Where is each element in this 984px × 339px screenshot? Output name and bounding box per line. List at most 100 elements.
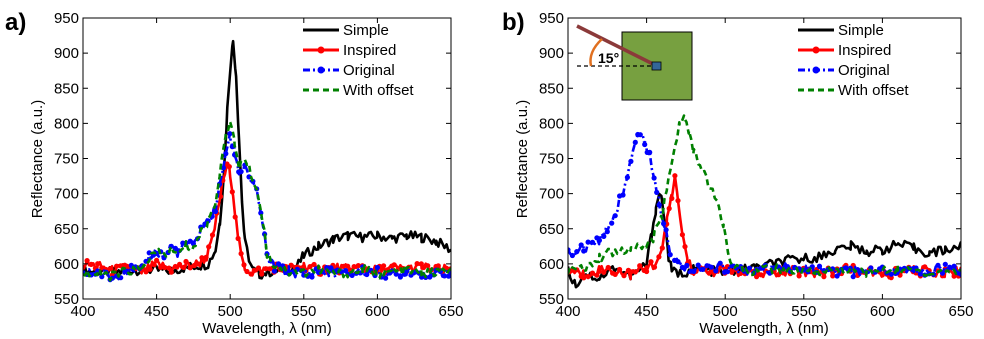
series-point-original bbox=[642, 141, 648, 148]
series-point-inspired bbox=[114, 263, 120, 269]
legend-marker bbox=[812, 66, 820, 74]
series-point-inspired bbox=[628, 269, 634, 275]
series-point-original bbox=[663, 227, 669, 233]
series-point-original bbox=[656, 202, 662, 208]
series-point-original bbox=[212, 208, 219, 215]
series-point-inspired bbox=[241, 262, 247, 268]
series-point-inspired bbox=[425, 263, 431, 269]
series-point-inspired bbox=[729, 269, 735, 275]
series-point-inspired bbox=[206, 244, 212, 250]
series-point-original bbox=[612, 213, 618, 219]
series-point-inspired bbox=[251, 267, 257, 273]
series-point-inspired bbox=[612, 271, 618, 277]
series-point-original bbox=[850, 274, 856, 280]
series-point-inspired bbox=[162, 264, 168, 271]
y-tick-label: 800 bbox=[539, 115, 564, 132]
series-point-original bbox=[632, 139, 638, 145]
panel-a-plot-area: 550 600 650 700 750 800 850 900 950 400 450 500 550 6… bbox=[54, 10, 464, 320]
x-tick-label: 450 bbox=[144, 303, 169, 320]
series-point-inspired bbox=[351, 264, 357, 270]
series-point-original bbox=[271, 268, 277, 274]
series-point-inspired bbox=[754, 274, 760, 280]
series-point-original bbox=[589, 239, 596, 245]
series-line-with-offset bbox=[568, 114, 961, 278]
legend-entry: Simple bbox=[838, 22, 884, 39]
series-point-inspired bbox=[177, 261, 183, 267]
series-point-inspired bbox=[88, 261, 94, 267]
series-point-inspired bbox=[244, 268, 250, 275]
series-point-inspired bbox=[203, 254, 209, 260]
series-point-inspired bbox=[143, 269, 149, 275]
panel-a-label: a) bbox=[5, 9, 26, 36]
series-line-original bbox=[568, 132, 961, 278]
legend-entry: Simple bbox=[343, 22, 389, 39]
series-point-inspired bbox=[585, 273, 591, 280]
series-point-original bbox=[717, 260, 723, 266]
y-tick-label: 750 bbox=[539, 151, 564, 168]
series-point-inspired bbox=[435, 263, 441, 269]
series-point-inspired bbox=[195, 261, 201, 267]
series-group bbox=[83, 39, 451, 283]
series-point-original bbox=[917, 271, 924, 277]
series-point-original bbox=[624, 174, 631, 180]
legend-entry: With offset bbox=[838, 82, 909, 99]
series-point-inspired bbox=[238, 251, 244, 257]
legend-entry: Inspired bbox=[343, 42, 396, 59]
series-point-original bbox=[220, 165, 226, 171]
legend-marker bbox=[317, 66, 325, 74]
legend-entry: With offset bbox=[343, 82, 414, 99]
series-point-inspired bbox=[381, 263, 387, 269]
series-point-original bbox=[654, 189, 660, 195]
series-point-original bbox=[695, 262, 701, 268]
panel-a-xlabel: Wavelength, λ (nm) bbox=[202, 320, 332, 337]
y-tick-label: 550 bbox=[539, 291, 564, 308]
series-point-original bbox=[404, 268, 410, 274]
x-tick-label: 400 bbox=[555, 303, 580, 320]
series-point-original bbox=[383, 275, 389, 281]
panel-b-inset-diagram: 15° bbox=[576, 24, 693, 101]
series-point-inspired bbox=[340, 263, 347, 269]
series-point-original bbox=[585, 239, 591, 245]
series-point-inspired bbox=[311, 261, 317, 268]
panel-b-label: b) bbox=[502, 9, 525, 36]
series-point-original bbox=[661, 221, 667, 227]
series-point-original bbox=[393, 271, 399, 277]
series-point-inspired bbox=[922, 264, 928, 270]
series-point-inspired bbox=[355, 263, 361, 269]
legend: Simple Inspired Original With offset bbox=[303, 22, 414, 99]
series-point-original bbox=[568, 247, 571, 253]
series-point-original bbox=[596, 237, 603, 243]
y-tick-label: 800 bbox=[54, 115, 79, 132]
series-point-original bbox=[238, 169, 244, 175]
series-line-simple bbox=[83, 39, 451, 280]
y-tick-label: 850 bbox=[54, 80, 79, 97]
series-point-original bbox=[647, 149, 653, 155]
inset-angle-arc bbox=[589, 38, 603, 67]
series-point-inspired bbox=[199, 255, 205, 261]
series-point-original bbox=[349, 272, 355, 278]
series-point-inspired bbox=[183, 258, 189, 265]
series-point-inspired bbox=[181, 264, 187, 270]
y-tick-label: 650 bbox=[539, 221, 564, 238]
series-point-original bbox=[675, 259, 681, 265]
series-point-original bbox=[578, 242, 584, 248]
y-tick-label: 700 bbox=[539, 186, 564, 203]
series-point-original bbox=[374, 264, 380, 271]
series-point-inspired bbox=[307, 264, 313, 270]
series-point-original bbox=[951, 263, 957, 269]
series-point-inspired bbox=[758, 272, 764, 278]
series-point-inspired bbox=[95, 261, 101, 267]
series-point-original bbox=[441, 273, 448, 279]
series-point-inspired bbox=[632, 269, 638, 275]
inset-angle-label: 15° bbox=[598, 50, 619, 66]
series-group bbox=[568, 114, 961, 289]
series-point-inspired bbox=[780, 270, 786, 276]
series-point-inspired bbox=[421, 264, 427, 271]
series-point-original bbox=[343, 268, 349, 274]
x-tick-label: 500 bbox=[218, 303, 243, 320]
series-point-original bbox=[947, 264, 953, 270]
series-point-original bbox=[684, 262, 690, 268]
series-point-inspired bbox=[255, 265, 262, 271]
